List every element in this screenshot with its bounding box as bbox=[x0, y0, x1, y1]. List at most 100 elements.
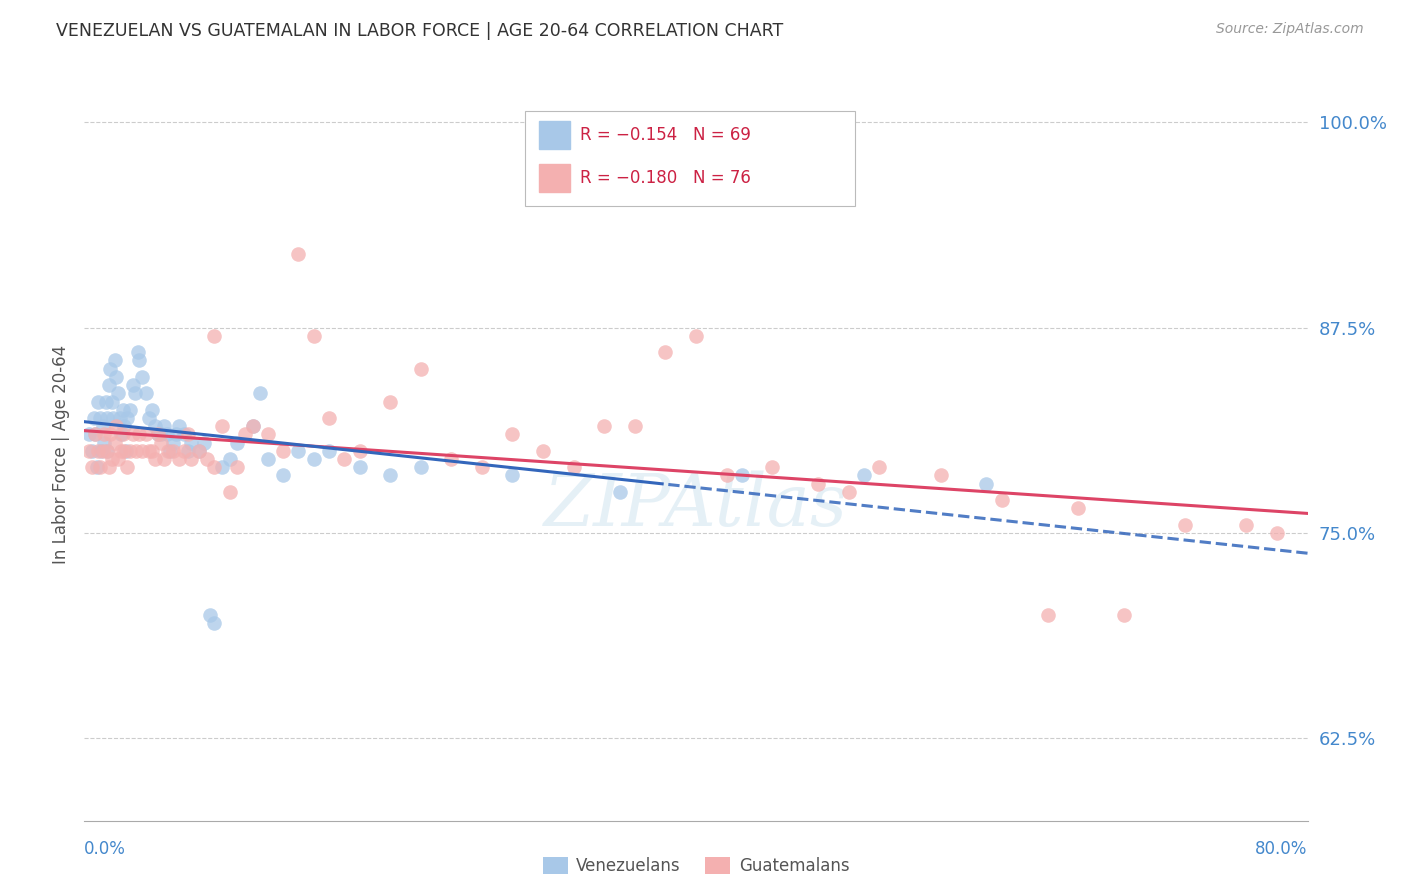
Point bbox=[98, 361, 121, 376]
Point bbox=[193, 435, 215, 450]
Point bbox=[761, 460, 783, 475]
Point bbox=[202, 460, 225, 475]
Point bbox=[318, 443, 340, 458]
Point bbox=[108, 411, 131, 425]
Point bbox=[502, 468, 524, 483]
Point bbox=[562, 460, 585, 475]
Point bbox=[80, 460, 103, 475]
Point bbox=[146, 427, 169, 442]
Text: 80.0%: 80.0% bbox=[1256, 840, 1308, 858]
Point bbox=[409, 361, 432, 376]
Point bbox=[84, 427, 107, 442]
Point bbox=[195, 452, 218, 467]
Point bbox=[112, 443, 135, 458]
Point bbox=[149, 427, 172, 442]
Point bbox=[101, 394, 124, 409]
Point bbox=[93, 427, 115, 442]
Point bbox=[111, 427, 134, 442]
Point bbox=[349, 443, 371, 458]
Bar bbox=[540, 164, 569, 192]
Point bbox=[531, 443, 554, 458]
Text: Source: ZipAtlas.com: Source: ZipAtlas.com bbox=[1216, 22, 1364, 37]
Point bbox=[685, 328, 707, 343]
Point bbox=[124, 386, 146, 401]
Point bbox=[976, 476, 998, 491]
Point bbox=[226, 435, 249, 450]
Point bbox=[202, 328, 225, 343]
Point bbox=[409, 460, 432, 475]
Point bbox=[131, 369, 153, 384]
Point bbox=[807, 476, 830, 491]
Point bbox=[177, 427, 200, 442]
Point bbox=[202, 616, 225, 631]
Point bbox=[86, 460, 108, 475]
Point bbox=[143, 452, 166, 467]
Point bbox=[180, 435, 202, 450]
Point bbox=[93, 435, 115, 450]
Point bbox=[257, 452, 280, 467]
Point bbox=[153, 419, 176, 434]
Point bbox=[302, 452, 325, 467]
Text: ZIPAtlas: ZIPAtlas bbox=[544, 471, 848, 541]
Point bbox=[110, 427, 132, 442]
Point bbox=[120, 402, 142, 417]
Point bbox=[242, 419, 264, 434]
Point bbox=[177, 443, 200, 458]
Point bbox=[226, 460, 249, 475]
Point bbox=[114, 443, 136, 458]
Point bbox=[149, 435, 172, 450]
Point bbox=[84, 427, 107, 442]
Point bbox=[104, 435, 127, 450]
Point bbox=[242, 419, 264, 434]
Legend: Venezuelans, Guatemalans: Venezuelans, Guatemalans bbox=[536, 850, 856, 882]
Point bbox=[731, 468, 754, 483]
Point bbox=[502, 427, 524, 442]
Point bbox=[380, 394, 402, 409]
Point bbox=[115, 460, 138, 475]
Point bbox=[105, 369, 128, 384]
Point bbox=[218, 452, 240, 467]
Point bbox=[991, 493, 1014, 508]
Point bbox=[188, 443, 211, 458]
Point bbox=[104, 353, 127, 368]
Text: R = −0.154   N = 69: R = −0.154 N = 69 bbox=[579, 127, 751, 145]
Text: 0.0%: 0.0% bbox=[84, 840, 127, 858]
Point bbox=[122, 378, 145, 392]
Point bbox=[110, 443, 132, 458]
Point bbox=[838, 484, 860, 499]
Point bbox=[83, 411, 105, 425]
Point bbox=[138, 443, 160, 458]
Point bbox=[1174, 517, 1197, 532]
Point bbox=[91, 443, 114, 458]
Point bbox=[162, 443, 184, 458]
Point bbox=[80, 443, 103, 458]
Point bbox=[135, 386, 157, 401]
Text: R = −0.180   N = 76: R = −0.180 N = 76 bbox=[579, 169, 751, 187]
Point bbox=[869, 460, 891, 475]
Point bbox=[89, 411, 111, 425]
Point bbox=[105, 419, 128, 434]
Point bbox=[87, 394, 110, 409]
Point bbox=[107, 386, 129, 401]
Point bbox=[125, 443, 148, 458]
Point bbox=[853, 468, 876, 483]
Point bbox=[624, 419, 647, 434]
Point bbox=[167, 452, 190, 467]
Point bbox=[127, 345, 149, 359]
Point bbox=[249, 386, 271, 401]
Point bbox=[593, 419, 616, 434]
Point bbox=[97, 460, 120, 475]
Point bbox=[349, 460, 371, 475]
Point bbox=[103, 411, 125, 425]
Point bbox=[318, 411, 340, 425]
Point bbox=[380, 468, 402, 483]
Point bbox=[211, 460, 233, 475]
Point bbox=[609, 484, 631, 499]
Point bbox=[716, 468, 738, 483]
Point bbox=[188, 443, 211, 458]
Point bbox=[302, 328, 325, 343]
Point bbox=[90, 443, 112, 458]
Point bbox=[111, 402, 134, 417]
Point bbox=[96, 443, 118, 458]
Point bbox=[96, 411, 118, 425]
